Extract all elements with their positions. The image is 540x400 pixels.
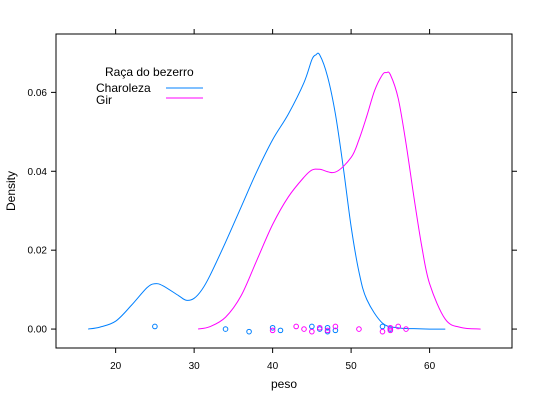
plot-frame xyxy=(55,33,513,349)
rug-point-charoleza xyxy=(277,327,284,334)
x-tick-label: 40 xyxy=(267,361,279,372)
rug-point-gir xyxy=(387,327,394,334)
rug-point-charoleza xyxy=(309,323,315,330)
series-layer xyxy=(88,52,481,330)
density-line-gir xyxy=(197,71,481,330)
rug-point-gir xyxy=(309,328,315,335)
density-line-charoleza xyxy=(88,52,446,330)
y-axis-title: Density xyxy=(4,171,18,211)
legend-title: Raça do bezerro xyxy=(105,65,194,79)
rug-point-gir xyxy=(395,323,401,330)
rug-point-gir xyxy=(387,324,394,331)
rug-point-charoleza xyxy=(379,323,386,330)
axis-ticks: 20 30 40 50 60 0.00 0.02 0.04 0.06 xyxy=(28,29,517,372)
rug-point-gir xyxy=(403,326,409,332)
rug-point-gir xyxy=(301,326,307,332)
y-tick-label: 0.02 xyxy=(28,246,48,257)
x-tick-label: 60 xyxy=(424,361,436,372)
rug-point-charoleza xyxy=(269,324,276,331)
x-tick-label: 30 xyxy=(189,361,201,372)
y-tick-label: 0.00 xyxy=(28,325,48,336)
rug-point-charoleza xyxy=(246,328,252,335)
rug-point-gir xyxy=(269,327,276,334)
legend-label-charoleza: Charoleza xyxy=(96,81,151,95)
x-tick-label: 50 xyxy=(346,361,358,372)
x-tick-label: 20 xyxy=(110,361,122,372)
rug-point-gir xyxy=(316,324,323,331)
rug-point-charoleza xyxy=(222,326,229,332)
rug-point-charoleza xyxy=(152,323,158,330)
rug-point-charoleza xyxy=(332,327,339,334)
legend-label-gir: Gir xyxy=(96,93,112,107)
rug-point-gir xyxy=(324,327,331,334)
rug-point-gir xyxy=(356,326,362,332)
rug-point-gir xyxy=(332,323,339,330)
x-axis-title: peso xyxy=(271,377,297,391)
rug-layer xyxy=(152,323,409,335)
legend: Raça do bezerro Charoleza Gir xyxy=(96,65,203,107)
y-tick-label: 0.06 xyxy=(28,88,48,99)
rug-point-charoleza xyxy=(324,324,331,331)
rug-point-gir xyxy=(293,323,299,330)
rug-point-gir xyxy=(379,328,386,335)
y-tick-label: 0.04 xyxy=(28,167,48,178)
